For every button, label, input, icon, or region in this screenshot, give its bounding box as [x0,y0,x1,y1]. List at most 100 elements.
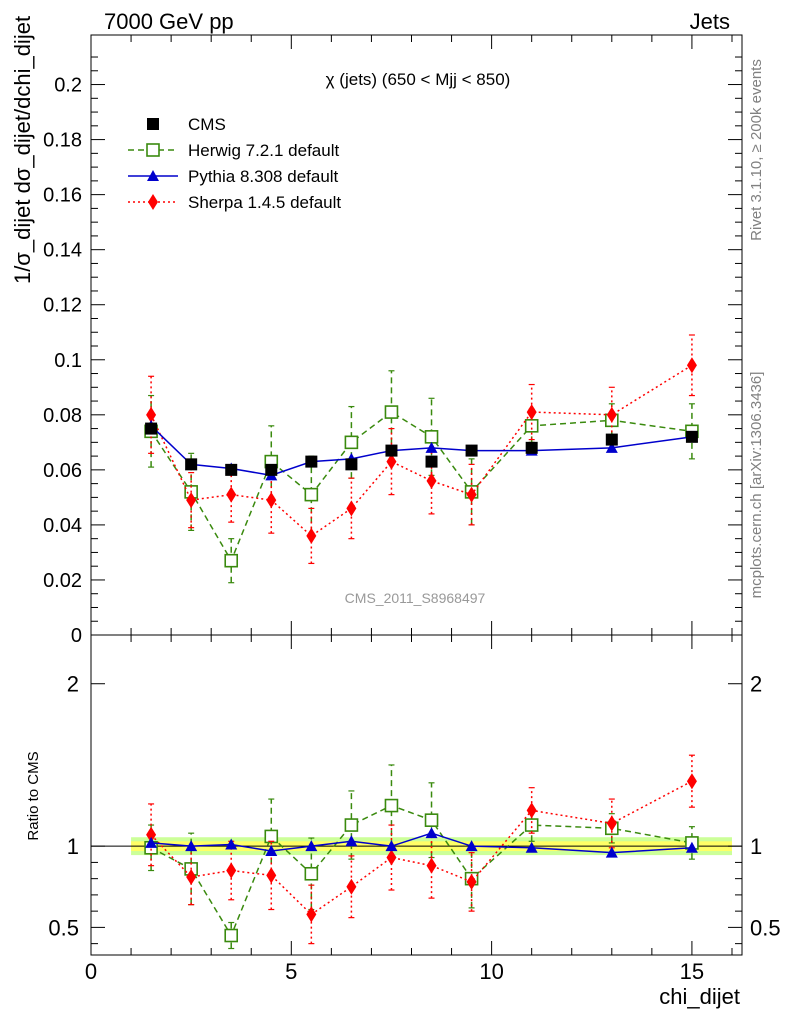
bottom-series-layer [144,754,699,950]
top-pythia-line [150,425,693,477]
top-sherpa-point [426,472,437,489]
legend: CMS Herwig 7.2.1 default Pythia 8.308 defa… [128,115,341,212]
ratio-pythia-point [225,838,238,850]
y-tick-label: 0.04 [43,515,82,537]
ratio-pythia-line [151,832,692,854]
ratio-sherpa-point [146,826,157,843]
ratio-y-tick-label: 0.5 [48,915,79,940]
bottom-y-tick-labels: 0.5 0.5 1 1 2 2 [48,672,780,941]
top-herwig-point [424,430,439,444]
top-sherpa-point [266,492,277,509]
y-tick-label: 0.12 [43,295,82,317]
ratio-y-tick-label-right: 0.5 [750,915,781,940]
ratio-pythia-point [685,841,698,853]
ratio-sherpa-point [186,869,197,886]
top-cms-point [225,463,238,476]
top-sherpa-point [526,404,537,421]
top-herwig-point [524,419,539,433]
top-cms-point [525,441,538,454]
ratio-pythia-point [465,840,478,852]
ratio-pythia-point [305,840,318,852]
top-pythia-point [425,441,438,453]
header-process: Jets [690,9,730,34]
analysis-watermark: CMS_2011_S8968497 [345,590,486,606]
ratio-pythia-point [265,845,278,857]
top-sherpa-point [226,486,237,503]
top-cms-point [605,433,618,446]
ratio-pythia-point [345,835,358,847]
ratio-pythia-point [185,840,198,852]
ratio-sherpa-point [606,815,617,832]
x-tick-label: 15 [680,959,704,984]
legend-entry: Pythia 8.308 default [188,167,339,186]
ratio-herwig-point [344,818,359,832]
y-tick-label: 0.14 [43,240,82,262]
top-sherpa-point [386,453,397,470]
top-herwig-point [344,435,359,450]
ratio-sherpa-point [426,857,437,874]
top-herwig-point [224,553,239,568]
x-tick-label: 10 [479,959,503,984]
ratio-herwig-point [384,798,399,813]
top-series-layer [144,334,699,584]
ratio-y-tick-label: 1 [67,834,79,859]
top-cms-point [425,455,438,468]
ratio-pythia-point [425,827,438,839]
ratio-herwig-point [524,818,539,832]
legend-marker [147,118,159,130]
y-tick-label: 0.02 [43,570,82,592]
top-sherpa-point [606,406,617,423]
top-cms-point [345,458,358,471]
ratio-sherpa-point [386,849,397,866]
x-axis-label: chi_dijet [659,984,740,1009]
top-cms-point [185,458,198,471]
ratio-y-tick-label-right: 1 [750,834,762,859]
ratio-herwig-point [424,813,439,827]
legend-marker [147,170,159,181]
ratio-pythia-point [385,840,398,852]
legend-entry: Herwig 7.2.1 default [188,141,339,160]
bottom-panel: 0.5 0.5 1 1 2 2 0 5 10 15 Ratio to CMS chi_dijet [25,634,781,1009]
y-tick-label: 0.18 [43,130,82,152]
ratio-sherpa-point [226,862,237,879]
ratio-pythia-point [145,836,158,848]
top-cms-point [685,430,698,443]
top-sherpa-point [346,500,357,517]
top-cms-point [265,463,278,476]
top-pythia-point [605,441,618,453]
bottom-axis-ticks [90,635,742,955]
top-sherpa-point [186,492,197,509]
y-tick-label: 0.16 [43,185,82,207]
y-tick-label: 0.2 [54,75,82,97]
header-energy: 7000 GeV pp [104,9,234,34]
y-tick-label: 0 [71,625,82,647]
ratio-pythia-point [525,841,538,853]
top-cms-point [465,444,478,457]
bottom-frame [90,634,743,956]
ratio-herwig-point [224,928,239,943]
top-sherpa-point [466,486,477,503]
x-tick-label: 5 [285,959,297,984]
top-axis-ticks [90,35,742,636]
ratio-sherpa-point [306,906,317,923]
top-sherpa-line [150,364,693,537]
mcplots-label: mcplots.cern.ch [arXiv:1306.3436] [748,372,765,599]
y-tick-label: 0.06 [43,460,82,482]
rivet-version-label: Rivet 3.1.10, ≥ 200k events [748,59,765,241]
top-y-axis-label: 1/σ_dijet dσ_dijet/dchi_dijet [10,16,35,284]
legend-entry: Sherpa 1.4.5 default [188,193,341,212]
ratio-sherpa-point [526,802,537,819]
ratio-herwig-point [304,866,319,881]
top-herwig-line [150,411,693,563]
x-tick-label: 0 [85,959,97,984]
top-sherpa-point [686,357,697,374]
x-tick-labels: 0 5 10 15 [85,959,704,984]
ratio-sherpa-point [466,873,477,890]
bottom-y-axis-label: Ratio to CMS [25,751,42,840]
top-sherpa-point [306,527,317,544]
top-panel: χ (jets) (650 < Mjj < 850) CMS_2011_S896… [10,16,743,647]
top-sherpa-point [146,406,157,423]
top-y-tick-labels: 0 0.02 0.04 0.06 0.08 0.1 0.12 0.14 0.16 0.18 0.2 [43,75,82,647]
ratio-y-tick-label-right: 2 [750,672,762,697]
